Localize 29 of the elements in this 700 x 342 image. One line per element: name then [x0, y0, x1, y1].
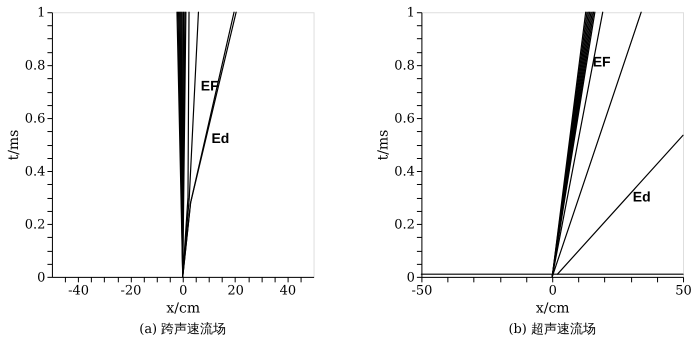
y-tick-label: 0.8 [24, 58, 46, 74]
y-tick-label: 0.8 [394, 58, 415, 74]
x-tick-label: 0 [548, 283, 557, 298]
x-tick-label: 20 [227, 283, 244, 298]
y-tick-label: 0 [406, 270, 415, 286]
x-tick-label: -40 [68, 283, 90, 298]
y-tick-label: 0.4 [24, 164, 46, 180]
annotation: Ed [211, 130, 230, 146]
x-tick-label: 40 [280, 283, 296, 298]
y-tick-label: 1 [37, 6, 46, 21]
y-tick-label: 0.2 [24, 217, 46, 232]
annotation: EF [592, 53, 612, 70]
annotation: Ed [632, 188, 651, 204]
y-tick-label: 0 [37, 270, 46, 286]
y-axis-title: t/ms [375, 130, 392, 160]
y-tick-label: 0.6 [394, 112, 415, 127]
y-axis-title: t/ms [6, 130, 22, 160]
x-tick-label: 0 [179, 283, 188, 298]
text: (b) 超声速流场 [508, 320, 596, 337]
x-axis-title: x/cm [536, 300, 570, 316]
text: (a) 跨声速流场 [139, 320, 226, 337]
y-tick-label: 0.6 [24, 112, 46, 127]
y-tick-label: 0.2 [394, 217, 415, 232]
x-axis-title: x/cm [166, 300, 200, 316]
y-tick-label: 1 [406, 6, 415, 21]
y-tick-label: 0.4 [394, 164, 415, 180]
x-tick-label: -50 [411, 283, 432, 298]
x-tick-label: -20 [120, 283, 142, 298]
x-tick-label: 50 [675, 283, 692, 298]
